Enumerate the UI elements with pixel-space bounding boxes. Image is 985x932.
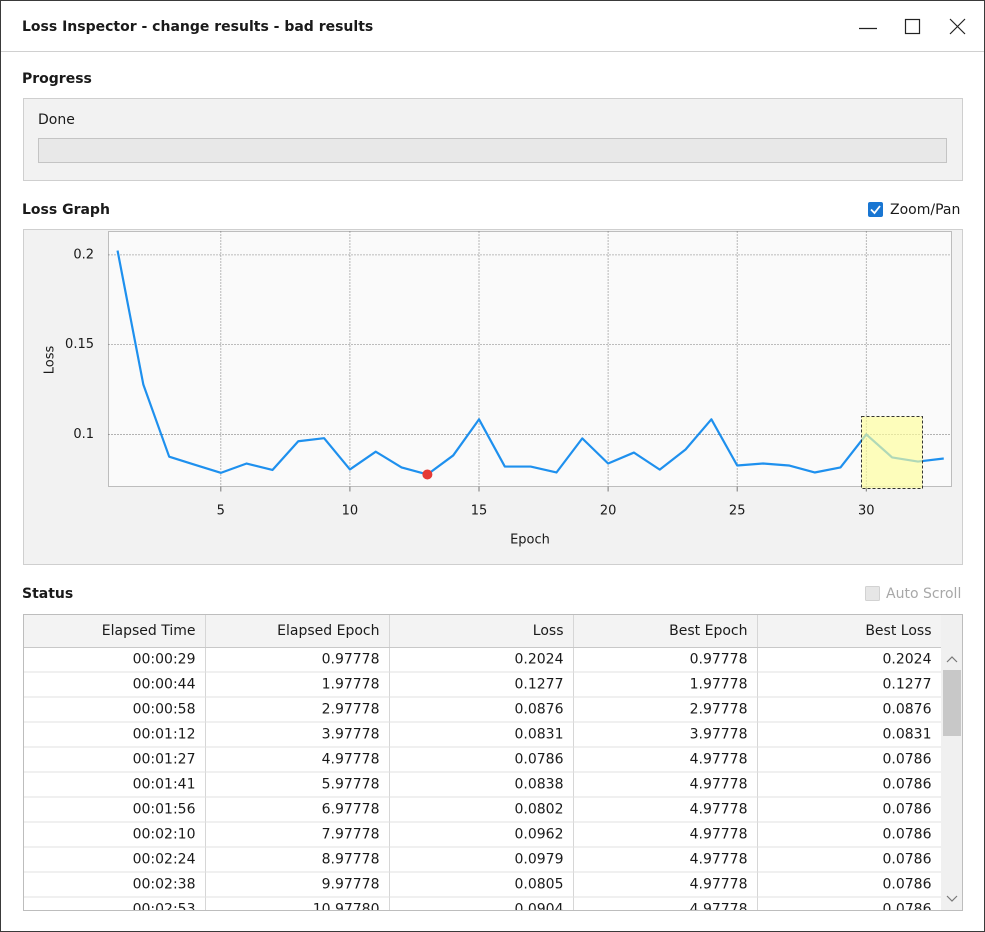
x-tick-label: 15 xyxy=(471,504,488,519)
table-cell: 5.97778 xyxy=(322,777,380,793)
table-cell: 0.2024 xyxy=(515,652,564,668)
column-header: Loss xyxy=(533,623,564,639)
x-axis-label: Epoch xyxy=(510,533,550,548)
zoom-pan-label[interactable]: Zoom/Pan xyxy=(890,202,960,218)
auto-scroll-label[interactable]: Auto Scroll xyxy=(886,586,961,602)
table-cell: 1.97778 xyxy=(322,677,380,693)
table-cell: 10.97780 xyxy=(313,902,380,918)
table-cell: 0.0802 xyxy=(515,802,564,818)
table-cell: 0.0904 xyxy=(515,902,564,918)
table-cell: 0.0838 xyxy=(515,777,564,793)
table-cell: 4.97778 xyxy=(690,877,748,893)
table-cell: 6.97778 xyxy=(322,802,380,818)
column-header: Elapsed Epoch xyxy=(277,623,379,639)
progress-status: Done xyxy=(38,112,75,128)
scrollbar[interactable] xyxy=(941,615,962,910)
table-cell: 00:00:44 xyxy=(133,677,196,693)
table-cell: 1.97778 xyxy=(690,677,748,693)
chart: 0.1 0.15 0.2 5 10 15 20 25 30 Epoch Loss xyxy=(43,231,952,548)
best-loss-marker xyxy=(422,469,433,480)
plot-area xyxy=(108,231,952,487)
y-axis-label: Loss xyxy=(43,346,58,375)
table-cell: 4.97778 xyxy=(690,827,748,843)
column-header: Best Loss xyxy=(865,623,931,639)
table-cell: 4.97778 xyxy=(690,852,748,868)
table-cell: 00:01:41 xyxy=(133,777,196,793)
table-cell: 7.97778 xyxy=(322,827,380,843)
progress-heading: Progress xyxy=(22,71,92,87)
y-tick-label: 0.1 xyxy=(73,427,94,442)
table-cell: 0.1277 xyxy=(515,677,564,693)
y-tick-label: 0.2 xyxy=(73,247,94,262)
progress-bar xyxy=(38,138,947,163)
table-cell: 3.97778 xyxy=(322,727,380,743)
y-tick-label: 0.15 xyxy=(65,337,94,352)
table-cell: 00:02:24 xyxy=(133,852,196,868)
status-heading: Status xyxy=(22,586,73,602)
auto-scroll-checkbox[interactable] xyxy=(865,586,880,601)
column-header: Elapsed Time xyxy=(102,623,196,639)
table-cell: 4.97778 xyxy=(690,802,748,818)
table-cell: 00:01:27 xyxy=(133,752,196,768)
table-cell: 4.97778 xyxy=(690,777,748,793)
table-cell: 0.2024 xyxy=(883,652,932,668)
table-cell: 0.0786 xyxy=(883,802,932,818)
table-cell: 0.0786 xyxy=(883,752,932,768)
table-cell: 0.0831 xyxy=(883,727,932,743)
loss-graph-heading: Loss Graph xyxy=(22,202,110,218)
x-tick-label: 20 xyxy=(600,504,617,519)
table-cell: 3.97778 xyxy=(690,727,748,743)
x-tick-label: 10 xyxy=(342,504,359,519)
table-cell: 0.0979 xyxy=(515,852,564,868)
table-cell: 00:00:58 xyxy=(133,702,196,718)
table-cell: 00:01:12 xyxy=(133,727,196,743)
close-button[interactable] xyxy=(949,18,966,35)
zoom-selection xyxy=(861,416,923,489)
table-header-background xyxy=(24,615,941,647)
table-cell: 8.97778 xyxy=(322,852,380,868)
table-cell: 0.1277 xyxy=(883,677,932,693)
table-cell: 0.0876 xyxy=(883,702,932,718)
table-cell: 0.0962 xyxy=(515,827,564,843)
status-table: Elapsed Time Elapsed Epoch Loss Best Epoch B… xyxy=(24,615,941,918)
table-cell: 0.0831 xyxy=(515,727,564,743)
table-cell: 00:02:38 xyxy=(133,877,196,893)
table-cell: 4.97778 xyxy=(690,902,748,918)
table-cell: 0.0786 xyxy=(883,852,932,868)
column-header: Best Epoch xyxy=(669,623,747,639)
table-cell: 00:02:53 xyxy=(133,902,196,918)
table-cell: 00:02:10 xyxy=(133,827,196,843)
table-cell: 0.0786 xyxy=(883,777,932,793)
table-cell: 00:00:29 xyxy=(133,652,196,668)
table-cell: 4.97778 xyxy=(690,752,748,768)
table-cell: 0.0786 xyxy=(883,902,932,918)
table-cell: 0.0786 xyxy=(515,752,564,768)
checkmark xyxy=(870,205,881,215)
status-table-frame xyxy=(23,614,963,911)
maximize-button[interactable] xyxy=(904,18,921,35)
loss-line xyxy=(116,250,944,476)
table-cell: 2.97778 xyxy=(690,702,748,718)
table-cell: 0.0786 xyxy=(883,877,932,893)
checkbox-box xyxy=(868,202,883,217)
table-cell: 0.0805 xyxy=(515,877,564,893)
table-cell: 0.0786 xyxy=(883,827,932,843)
table-cell: 0.97778 xyxy=(322,652,380,668)
x-tick-label: 30 xyxy=(858,504,875,519)
window-title: Loss Inspector - change results - bad re… xyxy=(22,19,373,35)
table-cell: 00:01:56 xyxy=(133,802,196,818)
x-tick-label: 25 xyxy=(729,504,746,519)
table-cell: 2.97778 xyxy=(322,702,380,718)
table-cell: 9.97778 xyxy=(322,877,380,893)
zoom-pan-checkbox[interactable] xyxy=(868,202,883,217)
table-cell: 0.97778 xyxy=(690,652,748,668)
table-cell: 4.97778 xyxy=(322,752,380,768)
x-tick-label: 5 xyxy=(217,504,225,519)
table-cell: 0.0876 xyxy=(515,702,564,718)
checkbox-box xyxy=(865,586,880,601)
